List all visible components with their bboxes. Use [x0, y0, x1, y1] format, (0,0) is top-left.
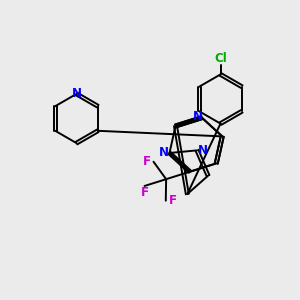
Text: F: F	[140, 186, 148, 199]
Text: Cl: Cl	[214, 52, 227, 65]
Text: F: F	[143, 155, 151, 168]
Text: N: N	[71, 87, 82, 100]
Text: N: N	[159, 146, 169, 160]
Text: F: F	[168, 194, 176, 207]
Text: N: N	[197, 144, 207, 157]
Text: N: N	[192, 110, 203, 123]
